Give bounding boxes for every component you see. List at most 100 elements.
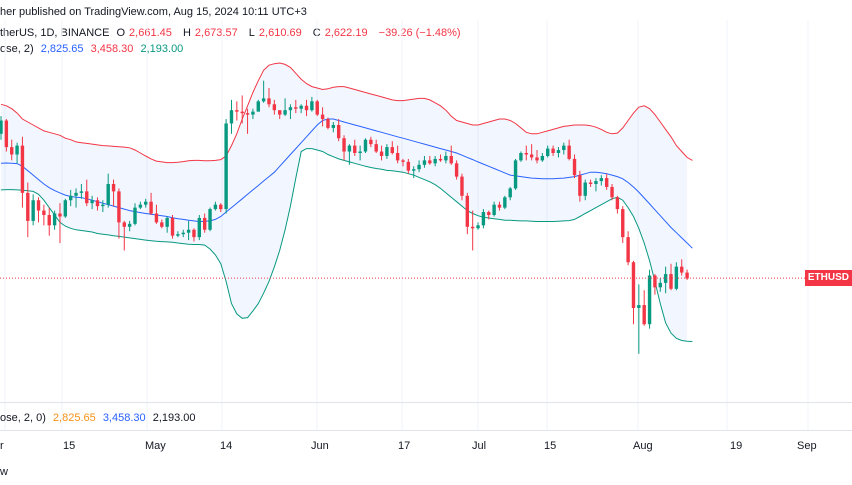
open-label: O [116,27,126,39]
candle-body-69 [369,139,373,145]
candle-body-58 [310,101,314,111]
candle-body-40 [213,204,218,210]
candle-body-76 [406,161,411,171]
candle-body-101 [540,155,545,161]
candle-body-50 [267,98,271,105]
candle-body-92 [492,204,496,215]
candle-body-53 [283,110,287,115]
candle-body-33 [176,234,180,236]
candle-body-108 [578,175,582,196]
candle-body-72 [385,147,389,156]
candle-body-104 [556,150,561,153]
candle-body-24 [127,223,132,227]
candle-body-64 [342,138,346,152]
candle-body-88 [470,226,475,229]
candle-body-55 [294,107,298,109]
candle-body-71 [379,151,384,156]
high-label: H [182,27,191,39]
candle-body-65 [347,145,352,152]
candle-body-35 [186,229,191,233]
candle-body-106 [567,145,571,159]
x-tick-label: Sep [797,440,817,452]
candle-body-105 [562,145,566,151]
candle-body-109 [583,182,587,196]
candle-body-117 [626,237,630,263]
candle-body-30 [160,222,164,227]
candle-body-68 [363,139,368,152]
candle-body-86 [460,176,464,196]
candle-body-83 [444,155,448,161]
symbol-text[interactable]: therUS, 1D, BINANCE [0,27,110,39]
candle-body-41 [219,204,223,210]
x-tick-label: Aug [633,440,653,452]
candle-body-22 [117,191,121,223]
pane-separator[interactable] [0,402,852,403]
candle-body-27 [144,201,148,205]
candle-body-114 [610,186,614,198]
candle-body-43 [229,110,234,124]
candle-body-42 [224,123,228,210]
bb-lower-line [0,148,693,342]
candle-body-21 [111,184,116,192]
candle-body-115 [615,197,620,210]
candle-body-91 [487,212,491,215]
candle-body-97 [519,153,523,161]
candle-body-95 [508,188,512,198]
candle-body-85 [454,163,459,177]
candle-body-47 [251,111,255,115]
x-tick-label: 19 [730,440,743,452]
low-label: L [248,27,255,39]
candle-body-39 [208,209,212,230]
x-tick-label: Jul [472,440,487,452]
candle-body-123 [658,282,662,288]
x-tick-label: May [145,440,166,452]
candle-body-49 [261,98,266,102]
candle-body-11 [58,213,62,217]
candle-body-67 [358,151,362,153]
candle-body-15 [79,191,84,193]
candle-body-94 [503,197,507,208]
candle-body-44 [235,110,239,112]
candle-body-75 [401,160,405,162]
candle-body-81 [433,158,437,164]
candle-body-0 [0,120,3,134]
candle-body-111 [594,181,598,184]
bb-upper-line [0,62,693,164]
bb-label[interactable]: ose, 2) [0,43,34,55]
candle-body-19 [101,204,105,207]
candle-body-17 [90,200,94,204]
candle-body-62 [331,124,336,128]
candle-body-80 [428,160,432,164]
candle-body-78 [417,164,421,170]
candle-body-7 [36,200,41,211]
lower-label[interactable]: ose, 2, 0) [0,412,46,424]
candle-body-70 [374,144,378,152]
candle-body-6 [31,200,35,221]
candle-body-59 [315,101,319,115]
candle-body-103 [551,148,555,153]
candle-body-113 [604,178,609,187]
bb-basis-line [0,118,693,249]
candle-body-29 [154,213,159,223]
candle-body-14 [74,192,78,196]
candle-body-127 [680,266,684,273]
price-tag: ETHUSD [804,270,852,287]
footer-fragment: w [0,466,8,478]
x-tick-label: 15 [63,440,76,452]
candle-body-77 [412,169,416,171]
candle-body-112 [599,178,604,182]
candle-body-110 [588,182,593,184]
candle-body-46 [245,113,250,115]
x-tick-label: 15 [544,440,557,452]
candle-body-18 [95,200,100,207]
low-value: 2,610.69 [258,27,302,39]
candle-body-79 [422,160,427,165]
candle-body-119 [637,305,641,308]
candle-body-60 [320,114,325,120]
candle-body-74 [395,153,400,161]
candle-body-96 [513,160,518,189]
candle-body-89 [476,225,480,229]
candle-body-100 [535,157,539,161]
